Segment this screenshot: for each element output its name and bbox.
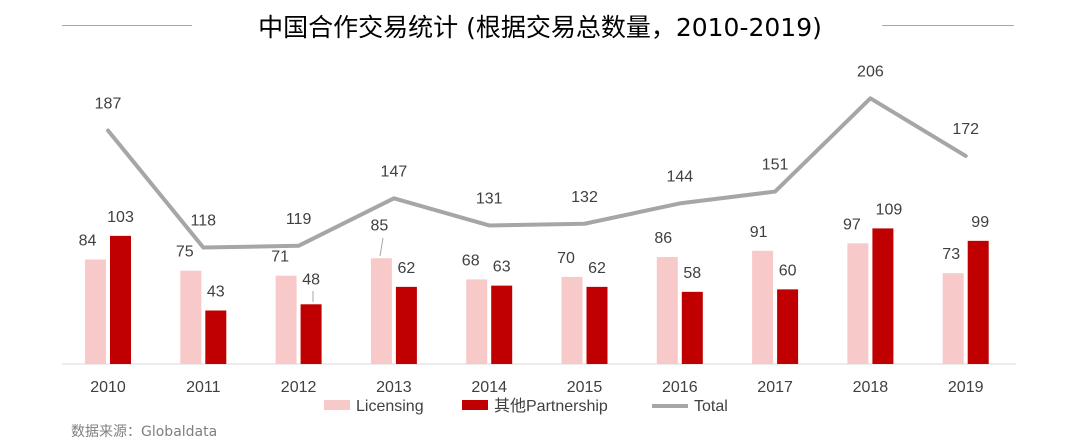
licensing-bar-2012 [275, 275, 297, 364]
licensing-bar-2017 [752, 250, 774, 364]
licensing-bar-2018 [847, 243, 869, 364]
licensing-bar-2015 [561, 276, 583, 364]
licensing-value-2014: 68 [462, 252, 480, 269]
legend-swatch-licensing [324, 400, 350, 410]
licensing-bar-2019 [942, 273, 964, 364]
x-tick-label-2019: 2019 [948, 379, 984, 396]
partnership-value-2013: 62 [398, 260, 416, 277]
partnership-bar-2013 [395, 286, 417, 364]
total-value-2018: 206 [857, 63, 884, 80]
total-value-2011: 118 [191, 212, 217, 229]
leader-line-2013 [379, 237, 384, 257]
partnership-value-2019: 99 [971, 214, 989, 231]
licensing-value-2012: 71 [271, 249, 289, 266]
chart-title-row: 中国合作交易统计 (根据交易总数量，2010-2019) [0, 6, 1080, 46]
total-value-2013: 147 [381, 163, 408, 180]
x-tick-label-2011: 2011 [186, 379, 221, 396]
partnership-value-2018: 109 [876, 201, 903, 218]
licensing-bar-2014 [466, 279, 488, 364]
licensing-value-2016: 86 [654, 230, 672, 247]
total-value-2019: 172 [952, 121, 979, 138]
licensing-value-2011: 75 [176, 244, 194, 261]
partnership-value-2015: 62 [588, 260, 606, 277]
partnership-bar-2014 [491, 285, 513, 364]
licensing-value-2013: 85 [371, 217, 389, 234]
licensing-bar-2016 [656, 257, 678, 364]
legend-swatch-partnership [462, 400, 488, 410]
partnership-value-2012: 48 [302, 271, 320, 288]
partnership-value-2017: 60 [779, 262, 797, 279]
total-value-2014: 131 [476, 190, 503, 207]
licensing-value-2019: 73 [942, 246, 960, 263]
licensing-value-2015: 70 [557, 250, 575, 267]
x-tick-label-2014: 2014 [471, 379, 507, 396]
partnership-bar-2018 [872, 228, 894, 364]
partnership-bar-2012 [300, 304, 322, 364]
partnership-bar-2015 [586, 286, 608, 364]
partnership-value-2010: 103 [107, 209, 134, 226]
licensing-bar-2010 [85, 259, 106, 364]
total-value-2012: 119 [286, 211, 312, 228]
x-tick-label-2010: 2010 [90, 379, 126, 396]
total-series-line [106, 96, 968, 250]
partnership-bar-2016 [681, 291, 703, 364]
x-tick-label-2012: 2012 [281, 379, 317, 396]
title-rule-left [62, 25, 192, 26]
x-tick-label-2015: 2015 [567, 379, 603, 396]
x-tick-label-2013: 2013 [376, 379, 412, 396]
licensing-bar-2011 [180, 270, 202, 364]
total-value-2010: 187 [95, 96, 122, 113]
x-tick-label-2018: 2018 [853, 379, 889, 396]
licensing-value-2017: 91 [750, 224, 768, 241]
x-tick-label-2017: 2017 [757, 379, 793, 396]
licensing-bar-2013 [370, 258, 392, 364]
partnership-bar-2011 [205, 310, 227, 364]
legend-label-total: Total [694, 398, 728, 415]
legend-label-licensing: Licensing [356, 398, 424, 415]
partnership-value-2016: 58 [683, 265, 701, 282]
x-tick-label-2016: 2016 [662, 379, 698, 396]
data-source-note: 数据来源：Globaldata [71, 424, 218, 440]
total-value-2015: 132 [571, 189, 598, 206]
legend-label-partnership: 其他Partnership [494, 397, 608, 415]
partnership-bar-2017 [777, 289, 799, 364]
partnership-bar-2010 [110, 235, 131, 364]
licensing-value-2018: 97 [843, 216, 861, 233]
partnership-value-2011: 43 [207, 284, 225, 301]
title-rule-right [882, 25, 1014, 26]
licensing-value-2010: 84 [79, 233, 97, 250]
partnership-value-2014: 63 [493, 259, 511, 276]
total-value-2017: 151 [762, 157, 789, 174]
partnership-bar-2019 [967, 240, 989, 364]
total-value-2016: 144 [666, 168, 693, 185]
chart-title: 中国合作交易统计 (根据交易总数量，2010-2019) [258, 13, 822, 42]
